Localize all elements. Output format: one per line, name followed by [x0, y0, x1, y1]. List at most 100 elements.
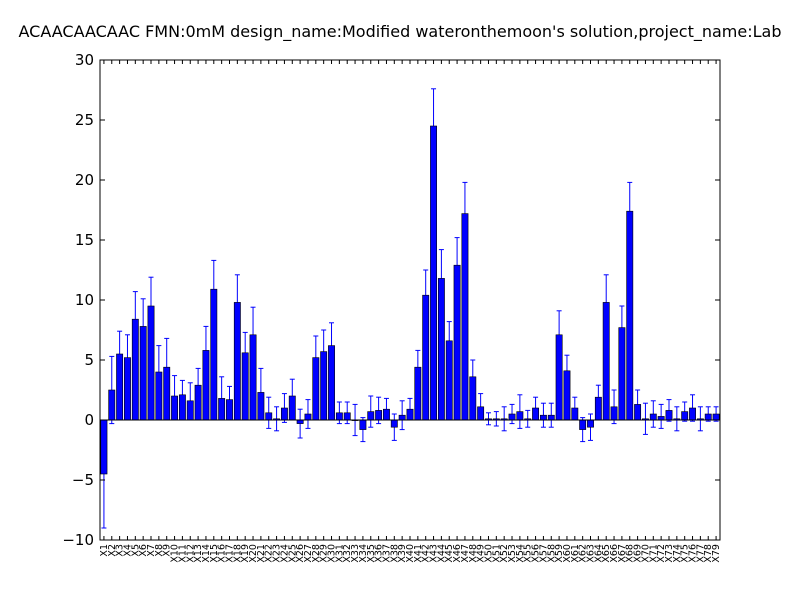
y-axis: −10 −5 0 5 10 15 20 25 30 [62, 51, 720, 549]
x-tick-label: X7 [146, 544, 157, 557]
x-tick-label: X23 [272, 544, 283, 563]
x-tick-label: X3 [115, 544, 126, 557]
bar-X53 [508, 413, 516, 421]
bar-X1 [100, 419, 108, 475]
bar-X69 [634, 404, 642, 421]
x-tick-label: X61 [570, 544, 581, 563]
bar-X67 [618, 327, 626, 421]
bar-X13 [194, 384, 202, 421]
x-tick-label: X32 [342, 544, 353, 563]
x-tick-label: X70 [640, 544, 651, 563]
x-tick-label: X22 [264, 544, 275, 563]
x-tick-label: X54 [515, 544, 526, 563]
x-tick-label: X60 [562, 544, 573, 563]
bar-X41 [414, 366, 422, 421]
x-tick-label: X9 [162, 544, 173, 557]
x-tick-label: X21 [256, 544, 267, 563]
x-tick-label: X25 [287, 544, 298, 563]
x-tick-label: X6 [138, 544, 149, 557]
y-tick-label: 5 [84, 351, 94, 369]
bar-X56 [532, 407, 540, 421]
x-tick-label: X43 [429, 544, 440, 563]
bar-X20 [249, 334, 257, 421]
x-tick-label: X12 [185, 544, 196, 563]
bar-X49 [477, 406, 485, 421]
bar-X39 [398, 414, 406, 421]
bar-X3 [116, 353, 124, 421]
bar-X34 [359, 419, 367, 430]
bar-X46 [453, 264, 461, 421]
x-tick-label: X4 [122, 544, 133, 557]
plot-area [100, 60, 720, 540]
bar-X64 [594, 396, 602, 421]
bar-X11 [178, 394, 186, 421]
x-tick-label: X13 [193, 544, 204, 563]
y-tick-label: 25 [75, 111, 94, 129]
x-tick-label: X59 [554, 544, 565, 563]
x-tick-label: X74 [672, 544, 683, 563]
bar-X43 [430, 125, 437, 421]
bar-X38 [390, 419, 398, 428]
x-tick-label: X5 [130, 544, 141, 557]
x-tick-label: X47 [460, 544, 471, 563]
bar-X14 [202, 350, 210, 421]
x-tick-label: X33 [350, 544, 361, 563]
bar-X66 [610, 406, 618, 421]
bar-X65 [602, 302, 610, 421]
x-tick-label: X2 [107, 544, 118, 557]
bar-X44 [437, 278, 445, 421]
x-tick-label: X19 [240, 544, 251, 563]
x-tick-label: X14 [201, 544, 212, 563]
bar-X62 [579, 419, 587, 430]
x-tick-label: X10 [170, 544, 181, 563]
y-tick-label: 20 [75, 171, 94, 189]
x-tick-label: X50 [483, 544, 494, 563]
bar-X47 [461, 213, 469, 421]
x-tick-label: X42 [421, 544, 432, 563]
x-tick-label: X55 [523, 544, 534, 563]
x-tick-label: X24 [279, 544, 290, 563]
x-tick-label: X8 [154, 544, 165, 557]
bar-X30 [328, 345, 335, 421]
x-tick-label: X53 [507, 544, 518, 563]
x-tick-label: X46 [452, 544, 463, 563]
x-tick-label: X18 [232, 544, 243, 563]
x-tick-label: X27 [303, 544, 314, 563]
x-tick-label: X48 [468, 544, 479, 563]
bar-X61 [571, 407, 579, 421]
bar-X29 [320, 351, 328, 421]
bar-X59 [555, 334, 563, 421]
bar-X9 [163, 366, 171, 421]
y-tick-label: 15 [75, 231, 94, 249]
bar-X2 [108, 389, 116, 421]
bar-X45 [445, 340, 453, 421]
x-tick-label: X16 [217, 544, 228, 563]
x-tick-label: X31 [334, 544, 345, 563]
bar-X36 [375, 410, 383, 421]
bar-X37 [383, 408, 390, 421]
x-tick-label: X75 [680, 544, 691, 563]
bar-X75 [681, 411, 689, 421]
bar-X4 [124, 357, 131, 421]
x-tick-label: X62 [578, 544, 589, 563]
x-tick-label: X73 [664, 544, 675, 563]
bar-X8 [155, 371, 163, 421]
bar-X48 [469, 376, 477, 421]
x-tick-label: X28 [311, 544, 322, 563]
bar-X42 [422, 294, 430, 421]
x-tick-label: X57 [538, 544, 549, 563]
bar-X10 [171, 395, 178, 421]
x-tick-label: X30 [327, 544, 338, 563]
plot-frame [99, 59, 721, 541]
x-tick-label: X45 [444, 544, 455, 563]
bar-X54 [516, 411, 524, 421]
x-tick-label: X52 [499, 544, 510, 563]
bar-X12 [186, 400, 194, 421]
bar-X7 [147, 305, 155, 421]
x-tick-label: X68 [625, 544, 636, 563]
x-tick-label: X77 [695, 544, 706, 563]
bar-X78 [704, 413, 712, 421]
bar-X68 [626, 210, 634, 421]
bar-X21 [257, 392, 265, 421]
